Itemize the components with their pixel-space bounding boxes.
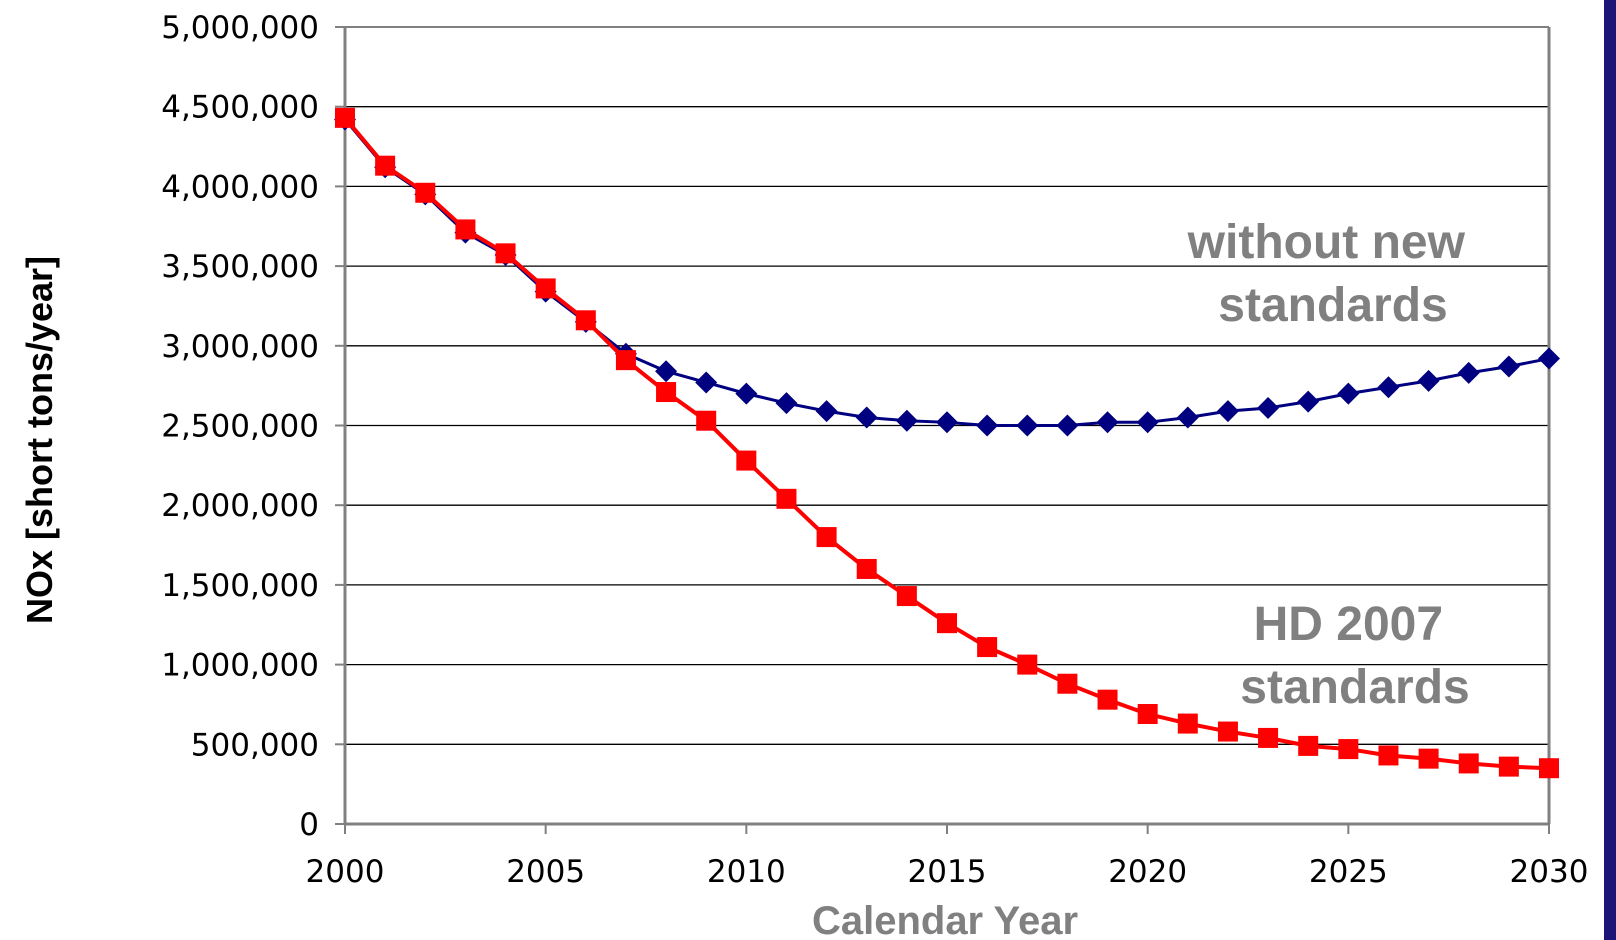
data-point-square	[535, 278, 556, 299]
y-tick-label: 1,000,000	[161, 648, 319, 684]
data-point-diamond	[1377, 376, 1400, 399]
data-point-square	[736, 450, 757, 471]
annotation-line: HD 2007	[1254, 598, 1443, 651]
data-point-square	[1378, 745, 1399, 766]
data-point-diamond	[1257, 396, 1280, 419]
data-point-diamond	[1417, 369, 1440, 392]
series	[334, 107, 1560, 779]
data-point-square	[1258, 727, 1279, 748]
data-point-diamond	[1176, 406, 1199, 429]
data-point-diamond	[775, 392, 798, 415]
annotation-hd-2007-standards: HD 2007 standards	[1240, 598, 1469, 714]
data-point-diamond	[1297, 390, 1320, 413]
data-point-diamond	[1016, 414, 1039, 437]
x-tick-label: 2020	[1108, 854, 1187, 890]
data-point-square	[656, 382, 677, 403]
data-point-square	[575, 310, 596, 331]
data-point-square	[896, 586, 917, 607]
data-point-square	[615, 350, 636, 371]
x-tick-label: 2015	[908, 854, 987, 890]
x-tick-label: 2010	[707, 854, 786, 890]
data-point-diamond	[1096, 411, 1119, 434]
data-point-diamond	[1337, 382, 1360, 405]
y-tick-label: 500,000	[191, 727, 319, 763]
data-point-diamond	[1136, 411, 1159, 434]
data-point-square	[1217, 721, 1238, 742]
data-point-diamond	[895, 409, 918, 432]
data-point-diamond	[1497, 355, 1520, 378]
y-tick-label: 0	[299, 807, 319, 843]
series-1	[335, 107, 1559, 779]
annotation-line: standards	[1218, 279, 1447, 332]
annotation-line: without new	[1187, 216, 1466, 269]
data-point-square	[1017, 654, 1038, 675]
data-point-diamond	[936, 411, 958, 434]
data-point-diamond	[735, 382, 758, 405]
data-point-diamond	[1216, 400, 1239, 423]
data-point-square	[375, 155, 396, 176]
x-tick-label: 2030	[1510, 854, 1589, 890]
y-tick-label: 4,500,000	[161, 90, 319, 126]
data-point-diamond	[976, 414, 999, 437]
data-point-square	[1177, 713, 1198, 734]
data-point-square	[1097, 689, 1118, 710]
data-point-square	[1498, 756, 1519, 777]
x-tick-label: 2005	[506, 854, 585, 890]
x-tick-labels: 2000 2005 2010 2015 2020 2025 2030	[306, 854, 1589, 890]
data-point-square	[1057, 673, 1078, 694]
y-tick-label: 1,500,000	[161, 568, 319, 604]
data-point-diamond	[1538, 347, 1560, 370]
axes	[335, 26, 1551, 834]
data-point-square	[495, 243, 516, 264]
annotation-line: standards	[1240, 661, 1469, 714]
data-point-square	[856, 558, 877, 579]
data-point-square	[415, 182, 436, 203]
data-point-square	[696, 410, 717, 431]
data-point-diamond	[855, 406, 878, 429]
x-tick-label: 2025	[1309, 854, 1388, 890]
data-point-diamond	[1457, 361, 1480, 384]
data-point-square	[1458, 753, 1479, 774]
data-point-diamond	[695, 371, 718, 394]
x-tick-label: 2000	[306, 854, 385, 890]
data-point-square	[977, 637, 998, 658]
data-point-square	[1539, 758, 1559, 779]
data-point-square	[455, 219, 476, 240]
data-point-square	[1137, 704, 1158, 725]
data-point-square	[776, 488, 797, 509]
x-axis-title: Calendar Year	[812, 899, 1078, 940]
data-point-square	[816, 527, 837, 548]
y-tick-labels: 0 500,000 1,000,000 1,500,000 2,000,000 2,500…	[161, 10, 319, 843]
y-axis-title: NOx [short tons/year]	[19, 256, 60, 624]
y-tick-label: 2,500,000	[161, 409, 319, 445]
slide-edge-bar	[1604, 0, 1616, 940]
annotation-without-new-standards: without new standards	[1187, 216, 1479, 332]
y-tick-label: 2,000,000	[161, 488, 319, 524]
y-tick-label: 4,000,000	[161, 169, 319, 205]
data-point-diamond	[1056, 414, 1079, 437]
data-point-square	[1418, 748, 1439, 769]
y-tick-label: 5,000,000	[161, 10, 319, 46]
y-tick-label: 3,500,000	[161, 249, 319, 285]
data-point-diamond	[815, 400, 838, 423]
data-point-square	[937, 613, 957, 634]
data-point-diamond	[655, 360, 678, 383]
data-point-square	[1338, 739, 1359, 760]
y-tick-label: 3,000,000	[161, 329, 319, 365]
data-point-square	[1298, 735, 1319, 756]
data-point-square	[335, 107, 355, 128]
